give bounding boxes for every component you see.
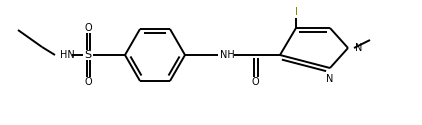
Text: O: O bbox=[84, 23, 92, 33]
Text: S: S bbox=[84, 50, 92, 60]
Text: HN: HN bbox=[60, 50, 75, 60]
Text: I: I bbox=[295, 7, 298, 17]
Text: NH: NH bbox=[220, 50, 235, 60]
Text: N: N bbox=[326, 74, 334, 84]
Text: O: O bbox=[84, 77, 92, 87]
Text: N: N bbox=[355, 43, 362, 53]
Text: O: O bbox=[251, 77, 259, 87]
